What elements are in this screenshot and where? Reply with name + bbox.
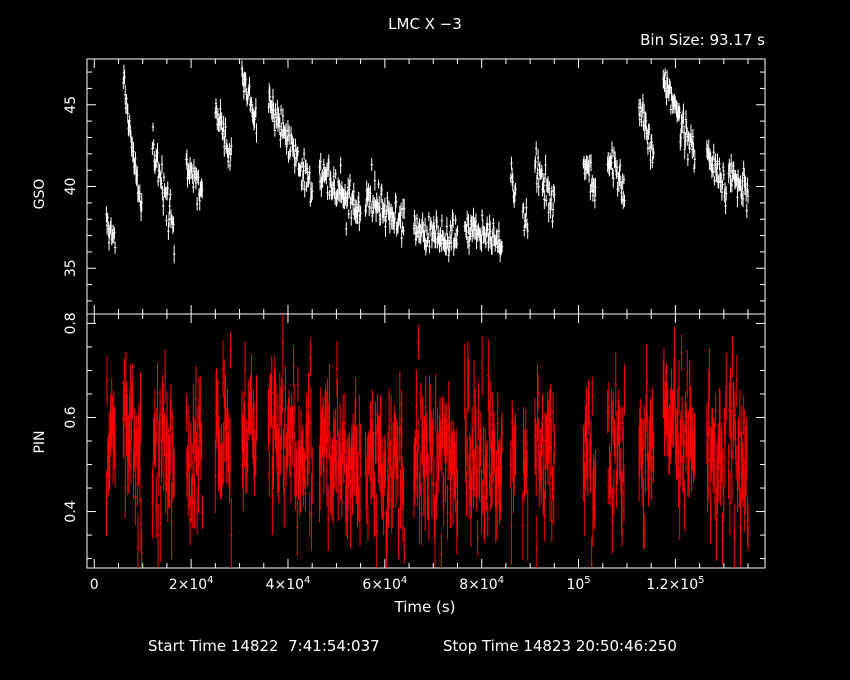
pin-panel: 0.4 0.6 0.8 0 2×104 4×104 6×104 8×104 105 1.2×105 xyxy=(63,312,766,593)
x-axis-label: Time (s) xyxy=(394,598,456,616)
gso-y-axis-label: GSO xyxy=(32,179,48,210)
x-tick-label: 4×104 xyxy=(266,575,311,593)
gso-y-tick-label: 40 xyxy=(63,178,79,196)
chart-title: LMC X −3 xyxy=(388,15,462,33)
x-tick-label: 0 xyxy=(90,577,99,593)
pin-data-points xyxy=(105,314,750,568)
bin-size-label: Bin Size: 93.17 s xyxy=(640,31,765,49)
x-tick-label: 2×104 xyxy=(169,575,214,593)
pin-y-tick-label: 0.8 xyxy=(63,312,79,334)
pin-y-tick-label: 0.6 xyxy=(63,406,79,428)
gso-y-tick-label: 35 xyxy=(63,259,79,277)
pin-y-tick-label: 0.4 xyxy=(63,500,79,522)
x-tick-label: 105 xyxy=(566,575,590,593)
x-tick-label: 6×104 xyxy=(362,575,407,593)
pin-y-axis-label: PIN xyxy=(32,430,48,453)
x-tick-label: 8×104 xyxy=(459,575,504,593)
gso-panel: 35 40 45 xyxy=(63,58,766,315)
gso-data-points xyxy=(105,60,750,264)
gso-y-tick-label: 45 xyxy=(63,96,79,114)
stop-time-label: Stop Time 14823 20:50:46:250 xyxy=(443,637,677,655)
start-time-label: Start Time 14822 7:41:54:037 xyxy=(148,637,380,655)
x-tick-label: 1.2×105 xyxy=(646,575,704,593)
